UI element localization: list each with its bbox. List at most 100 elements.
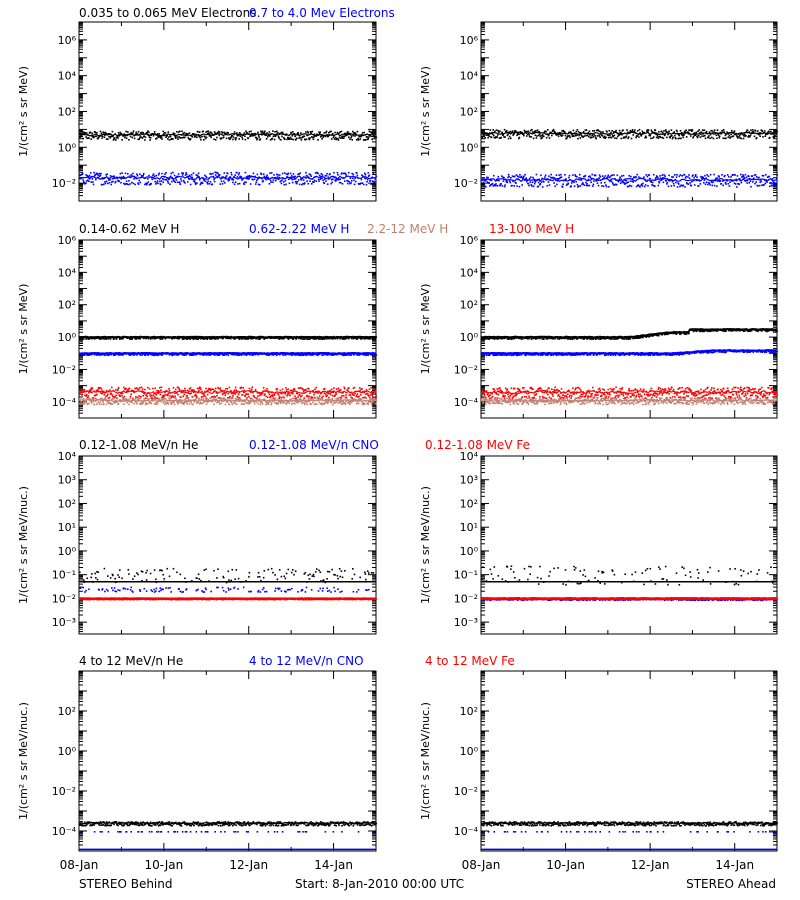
data-point [585, 184, 588, 187]
data-point [258, 394, 261, 397]
data-point [159, 338, 162, 340]
data-point [171, 180, 173, 183]
data-point [94, 397, 96, 400]
data-point [214, 387, 217, 390]
data-point [712, 132, 714, 134]
data-point [676, 186, 679, 188]
data-point [652, 136, 655, 138]
data-point [302, 354, 305, 356]
data-point [167, 393, 170, 395]
data-point [353, 183, 356, 186]
data-point [156, 133, 159, 135]
data-point [278, 174, 281, 176]
data-point [276, 173, 278, 176]
data-point [99, 174, 102, 176]
data-point [624, 179, 626, 182]
data-point [206, 132, 209, 135]
data-point [342, 137, 345, 139]
data-point [570, 182, 573, 184]
data-point [248, 403, 250, 405]
data-point [324, 175, 327, 177]
data-point [310, 354, 312, 356]
legend-label: 0.035 to 0.065 MeV Electrons [79, 6, 256, 20]
data-point [143, 398, 146, 400]
data-point [227, 397, 230, 400]
data-point [325, 401, 328, 404]
data-point [143, 337, 145, 340]
data-point [299, 137, 302, 139]
data-point [253, 396, 256, 399]
data-point [248, 396, 250, 398]
data-point [346, 353, 349, 356]
data-point [278, 176, 280, 179]
data-point [649, 178, 652, 180]
data-point [716, 129, 719, 131]
data-point [100, 337, 103, 340]
data-point [580, 134, 583, 136]
data-point [666, 181, 669, 184]
data-point [227, 179, 230, 182]
data-point [766, 133, 769, 135]
data-point [311, 130, 314, 133]
data-point [280, 402, 282, 404]
data-point [320, 173, 323, 175]
data-point [167, 401, 169, 404]
data-point [255, 401, 258, 403]
data-point [530, 136, 533, 138]
data-point [663, 130, 665, 132]
data-point [254, 183, 257, 185]
data-point [185, 354, 188, 356]
data-point [333, 138, 336, 140]
data-point [497, 129, 500, 132]
data-point [258, 139, 261, 141]
data-point [298, 173, 300, 175]
data-point [238, 182, 241, 185]
data-point [358, 135, 361, 138]
data-point [716, 185, 718, 187]
data-point [300, 139, 303, 141]
data-point [258, 183, 261, 186]
data-point [184, 389, 187, 392]
data-point [297, 396, 299, 398]
data-point [130, 393, 132, 395]
data-point [581, 182, 584, 184]
data-point [373, 388, 376, 391]
data-point [715, 131, 717, 134]
data-point [707, 183, 709, 186]
data-point [241, 353, 243, 356]
data-point [193, 400, 195, 402]
data-point [348, 394, 351, 396]
data-point [770, 130, 772, 133]
data-point [147, 354, 150, 356]
data-point [375, 175, 377, 177]
data-point [597, 184, 600, 187]
data-point [236, 176, 239, 178]
data-point [308, 395, 311, 398]
data-point [676, 174, 678, 176]
data-point [325, 131, 327, 134]
data-point [156, 137, 158, 139]
data-point [104, 131, 107, 134]
data-point [684, 130, 686, 132]
data-point [484, 137, 486, 139]
data-point [176, 401, 178, 403]
data-point [281, 135, 283, 138]
data-point [238, 138, 240, 140]
data-point [198, 176, 200, 178]
data-point [555, 174, 558, 176]
data-point [305, 171, 307, 174]
data-point [340, 130, 343, 133]
data-point [530, 184, 533, 186]
data-point [225, 387, 227, 390]
data-point [345, 397, 348, 399]
data-point [323, 132, 326, 134]
data-point [168, 389, 171, 392]
data-point [348, 401, 350, 403]
data-point [230, 398, 233, 400]
data-point [183, 131, 186, 134]
data-point [704, 137, 707, 140]
data-point [367, 403, 369, 406]
data-point [552, 176, 555, 179]
data-point [119, 395, 122, 397]
data-point [172, 138, 174, 140]
